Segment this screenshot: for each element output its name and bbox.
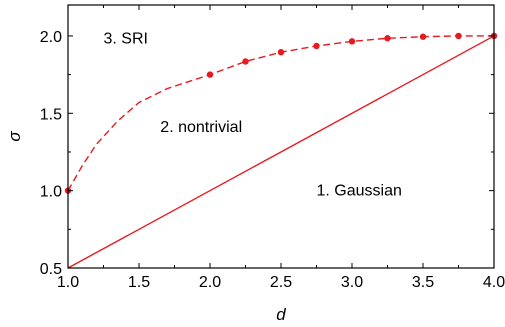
y-tick-label: 0.5 [40,261,62,278]
data-point [455,32,462,40]
x-tick-label: 1.0 [57,274,79,291]
x-tick-label: 4.0 [483,274,505,291]
y-tick-label: 2.0 [40,29,62,46]
region-label: 3. SRI [104,31,148,48]
plot-marks [64,32,498,269]
data-point [313,42,320,50]
x-tick-label: 2.5 [270,274,292,291]
data-point [277,48,285,56]
axis-ticks: 1.0 1.5 2.0 2.5 3.0 3.5 4.00.51.01.52.0 [40,5,505,291]
data-point [242,58,249,65]
x-tick-label: 3.5 [412,274,434,291]
y-tick-label: 1.5 [40,106,62,123]
data-point [348,38,356,45]
data-point [384,35,391,42]
region-label: 2. nontrivial [160,119,242,136]
x-tick-label: 3.0 [341,274,363,291]
series-line-solid [67,35,495,269]
y-tick-label: 1.0 [40,184,62,201]
region-label: 1. Gaussian [317,182,402,199]
x-axis-label: d [276,305,286,324]
x-tick-label: 1.5 [128,274,150,291]
region-annotations: 3. SRI 2. nontrivial 1. Gaussian [104,31,402,200]
x-tick-label: 2.0 [199,274,221,291]
data-point [419,33,427,40]
data-point [206,71,214,78]
y-axis-label: σ [5,131,24,142]
series-line-dashed [67,35,494,191]
